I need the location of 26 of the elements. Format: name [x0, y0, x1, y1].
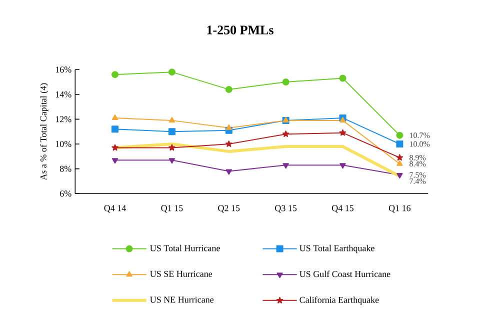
legend-label: US Total Earthquake: [300, 244, 374, 254]
data-label: 10.0%: [410, 141, 430, 147]
x-tick-label: Q4 14: [104, 205, 126, 213]
x-tick-label: Q1 16: [388, 205, 411, 213]
y-tick-label: 16%: [56, 66, 72, 73]
legend-label: US NE Hurricane: [150, 296, 214, 303]
y-tick-label: 14%: [56, 91, 72, 98]
x-tick-label: Q4 15: [332, 205, 354, 213]
data-label: 7.4%: [410, 178, 426, 184]
x-tick-label: Q1 15: [161, 205, 183, 213]
data-label: 10.7%: [410, 132, 430, 138]
legend-label: US SE Hurricane: [150, 270, 212, 277]
legend-label: US Total Hurricane: [150, 244, 220, 252]
y-tick-label: 12%: [56, 116, 72, 122]
y-tick-label: 8%: [60, 166, 72, 172]
data-label: 7.5%: [410, 172, 426, 178]
x-tick-label: Q2 15: [218, 205, 240, 213]
y-axis-title: As a % of Total Capital (4): [40, 83, 48, 180]
x-tick-label: Q3 15: [275, 205, 297, 213]
y-tick-label: 10%: [56, 140, 72, 148]
legend-label: US Gulf Coast Hurricane: [300, 270, 390, 278]
y-tick-label: 6%: [60, 190, 72, 197]
data-label: 8.9%: [410, 154, 426, 160]
chart-title: 1-250 PMLs: [207, 26, 274, 34]
data-label: 8.4%: [410, 161, 426, 167]
legend-label: California Earthquake: [300, 296, 379, 305]
